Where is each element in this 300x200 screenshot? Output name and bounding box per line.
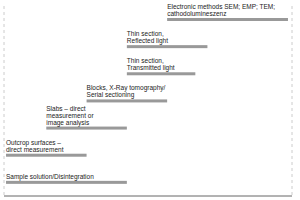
svg-text:Thin section,Reflected light: Thin section,Reflected light — [127, 30, 168, 45]
svg-text:Slabs – directmeasurement orim: Slabs – directmeasurement orimage analys… — [46, 105, 94, 127]
svg-text:Electronic methods SEM; EMP; T: Electronic methods SEM; EMP; TEM;cathodo… — [167, 3, 275, 17]
svg-text:Thin section,Transmitted light: Thin section,Transmitted light — [127, 57, 175, 72]
svg-text:Outcrop surfaces –direct measu: Outcrop surfaces –direct measurement — [8, 139, 64, 153]
svg-text:Blocks, X-Ray tomography/Seria: Blocks, X-Ray tomography/Serial sectioni… — [87, 84, 166, 99]
svg-text:Sample solution/Disintegration: Sample solution/Disintegration — [8, 173, 94, 181]
